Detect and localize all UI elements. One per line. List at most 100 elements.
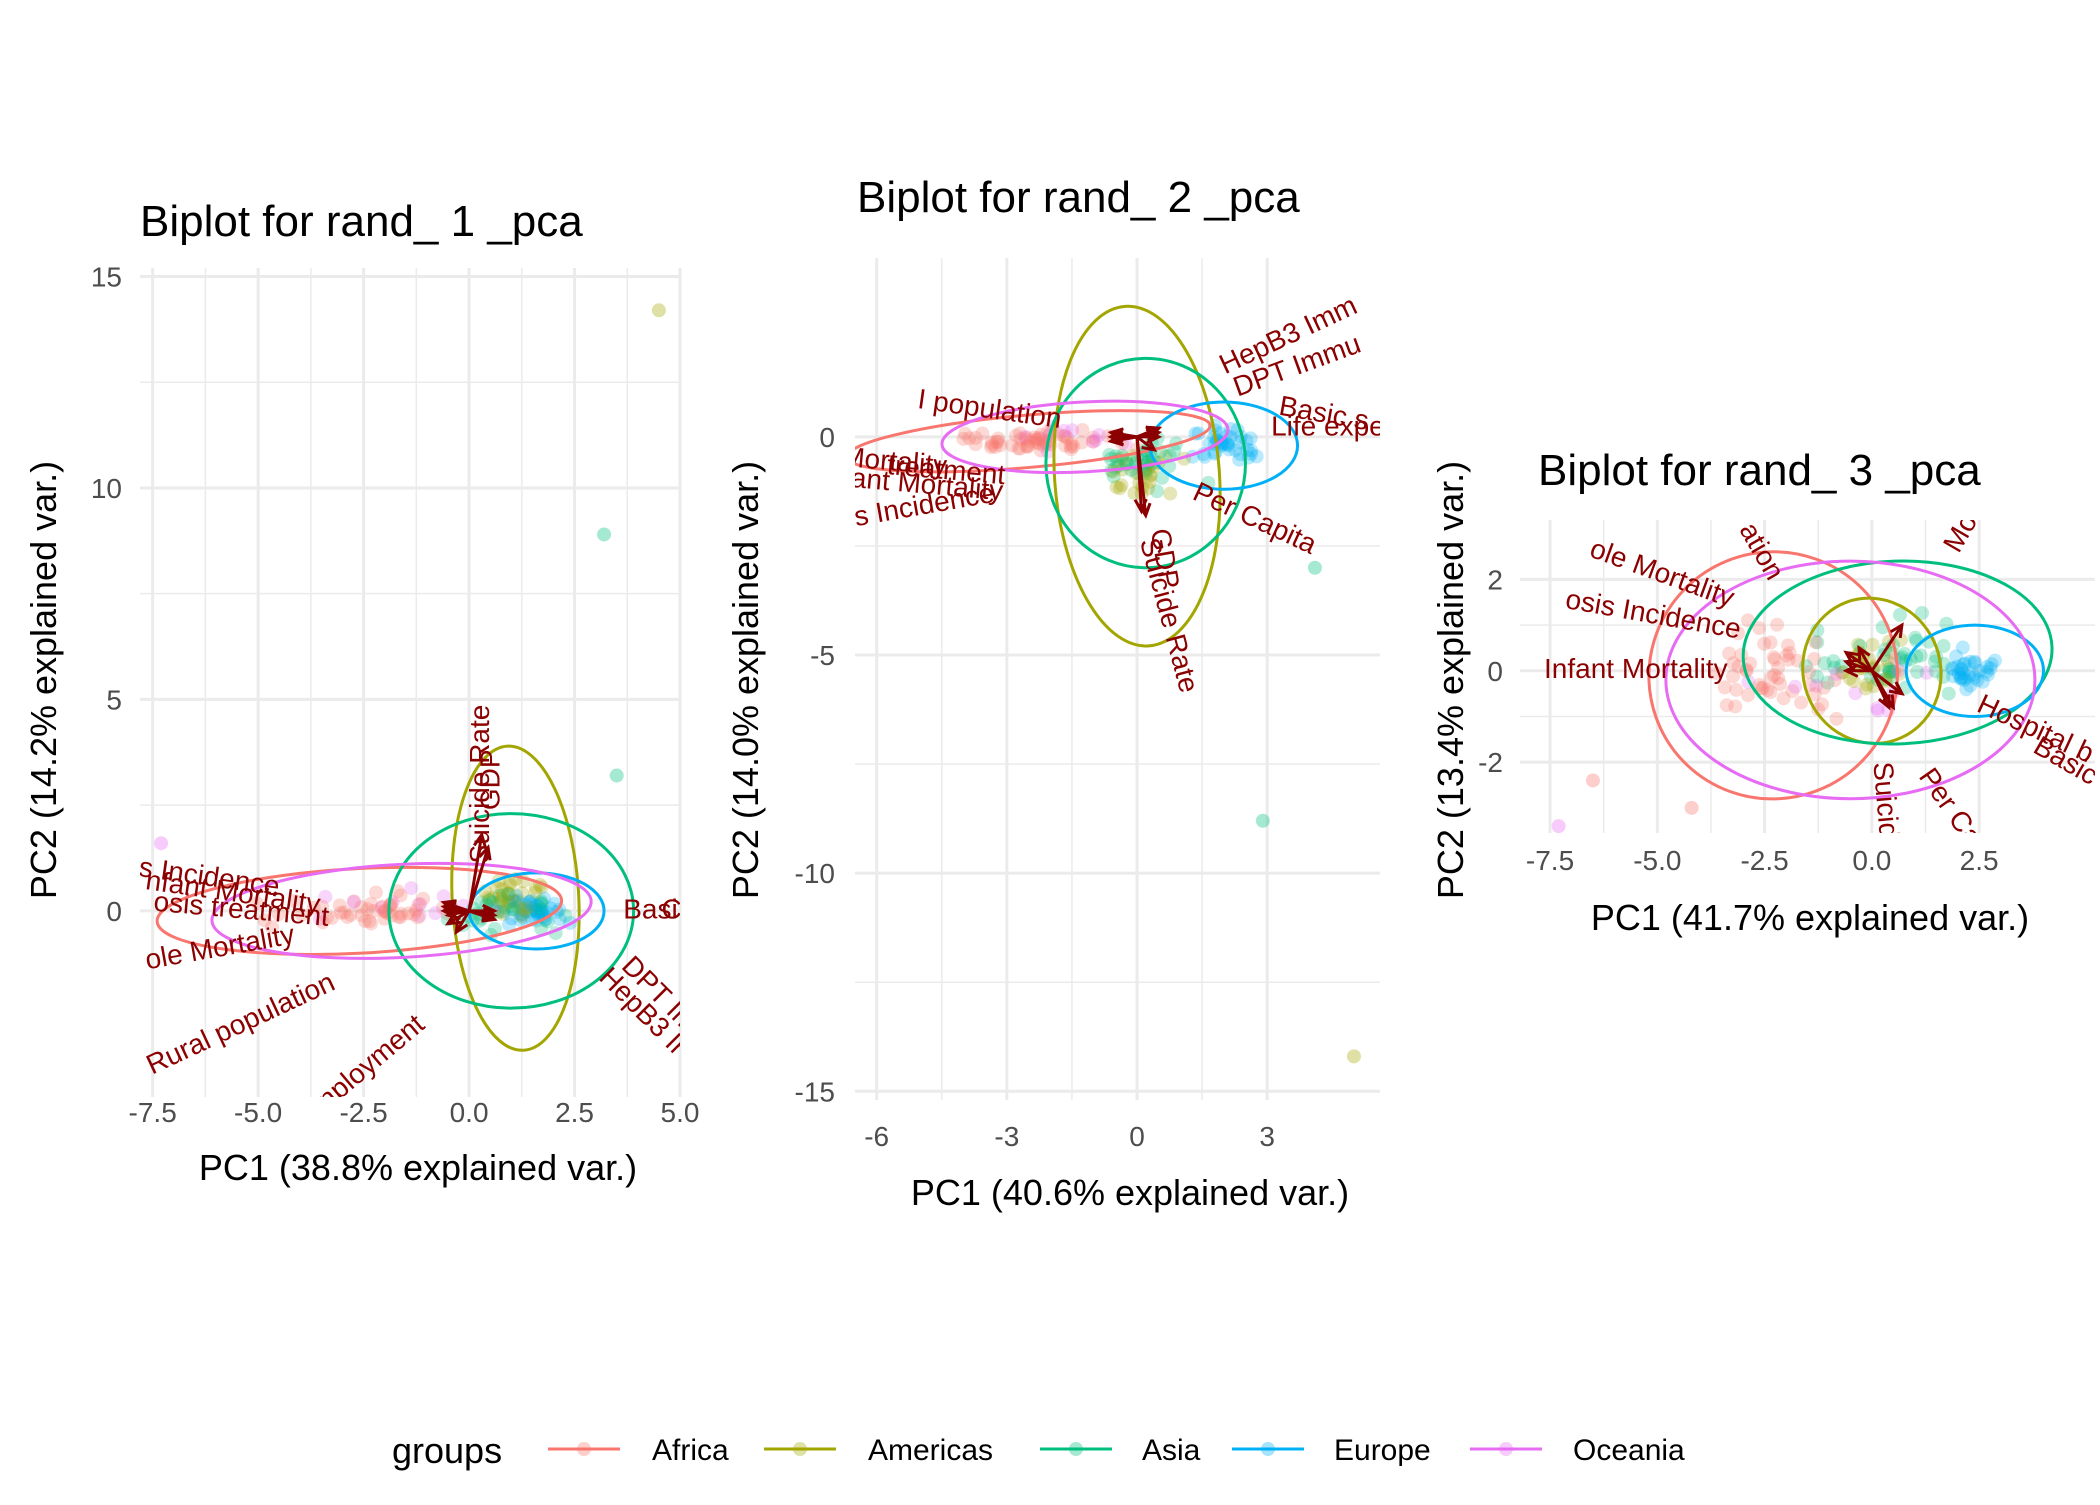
data-point [522,894,537,909]
panel-2-title: Biplot for rand_ 2 _pca [857,173,1300,222]
loading-arrow [1136,435,1156,452]
data-point [518,903,533,918]
data-point [1220,437,1235,452]
data-point [333,905,348,920]
data-point [1019,432,1034,447]
x-tick-label: 2.5 [1960,845,1999,876]
data-point [1794,695,1809,710]
data-point [500,887,515,902]
x-tick-label: -7.5 [129,1097,177,1128]
legend-keys [548,1442,1542,1456]
data-point [1741,688,1756,703]
data-point [513,912,528,927]
data-point [552,912,567,927]
data-point [991,431,1006,446]
data-point [1005,438,1020,453]
loading-arrow-head [481,909,498,923]
data-point [1953,671,1968,686]
data-point [1019,439,1034,454]
data-point [529,903,544,918]
panel-1-plot-area: -7.5 -5.0 -2.5 0.0 2.5 5.0 0 5 10 15 Suicide RateG… [91,261,700,1128]
data-point [1058,428,1073,443]
data-point [1057,423,1072,438]
data-point [502,895,517,910]
data-point [519,904,534,919]
data-point [1967,655,1982,670]
y-tick-label: -15 [795,1076,835,1107]
data-point [1142,474,1157,489]
data-point [1029,435,1044,450]
data-point-outlier [1255,813,1270,828]
data-point [1975,674,1990,689]
data-point [503,899,518,914]
data-point-outlier [597,527,612,542]
loading-arrow [468,909,495,921]
data-point [1770,617,1785,632]
loading-arrow [1110,435,1138,443]
panel-3-title: Biplot for rand_ 3 _pca [1538,446,1981,495]
data-point [1743,656,1758,671]
legend-item-oceania: Oceania [1573,1434,1685,1467]
loading-arrow-head [1857,644,1871,662]
data-point [495,893,510,908]
data-point [1017,430,1032,445]
data-point [390,884,405,899]
data-point [528,885,543,900]
data-point [975,426,990,441]
data-point [354,900,369,915]
data-point [1816,680,1831,695]
data-point [509,888,524,903]
data-point [1021,439,1036,454]
data-point [1894,650,1909,665]
data-point [531,906,546,921]
data-point [1865,637,1880,652]
data-point [1012,426,1027,441]
data-point [1954,662,1969,677]
data-point [503,878,518,893]
data-point [401,906,416,921]
data-point [1987,653,2002,668]
data-point [364,896,379,911]
data-point [1788,679,1803,694]
data-point [1091,428,1106,443]
data-point [485,895,500,910]
data-point [1781,638,1796,653]
data-point [257,913,272,928]
data-point [1031,432,1046,447]
data-point [319,910,334,925]
data-point [1726,656,1741,671]
data-point [1767,668,1782,683]
panel-2: Biplot for rand_ 2 _pca PC1 (40.6% expla… [725,173,1349,1213]
data-point [1106,469,1121,484]
data-point [1728,699,1743,714]
x-tick-label: -7.5 [1526,845,1574,876]
x-tick-label: 5.0 [661,1097,700,1128]
data-point [1979,659,1994,674]
data-point [533,902,548,917]
legend-key-point-europe [1261,1442,1275,1456]
data-point [515,903,530,918]
data-point [1882,664,1897,679]
data-point [1763,635,1778,650]
data-point [1913,648,1928,663]
data-point [496,904,511,919]
data-point [271,907,286,922]
data-point [1949,649,1964,664]
data-point [1243,431,1258,446]
loading-arrow [1870,670,1895,709]
loading-arrow [467,847,490,912]
data-point [962,431,977,446]
loading-arrow-head [1141,437,1158,453]
loading-arrow-head [1888,681,1905,696]
data-point [1197,449,1212,464]
data-point [487,921,502,936]
y-tick-label: -2 [1478,747,1503,778]
loading-label: Suicide [1867,761,1906,855]
data-point [527,900,542,915]
data-point [411,897,426,912]
data-point [1009,428,1024,443]
loading-arrow [1870,624,1904,672]
data-point [1950,659,1965,674]
data-point [1983,661,1998,676]
